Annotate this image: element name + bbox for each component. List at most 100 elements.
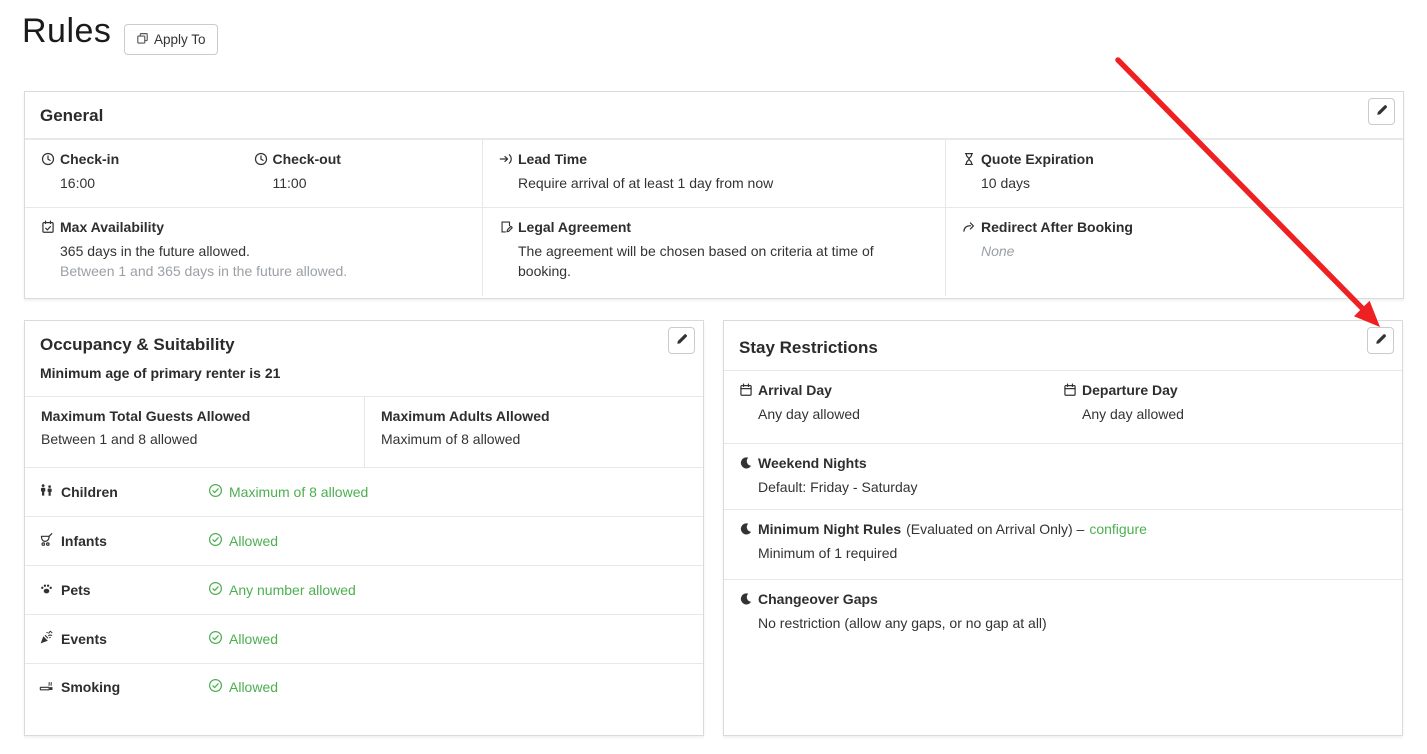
check-in-item: Check-in 16:00 [41,151,254,196]
changeover-gaps-item: Changeover Gaps No restriction (allow an… [724,579,1402,725]
clock-icon [41,152,55,166]
events-label: Events [61,631,107,647]
max-availability-value: 365 days in the future allowed. [60,243,250,259]
legal-agreement-value: The agreement will be chosen based on cr… [518,243,874,280]
occupancy-section: Occupancy & Suitability Minimum age of p… [24,320,704,736]
redirect-after-booking-value: None [981,243,1015,259]
infants-status: Allowed [229,533,279,549]
check-out-label: Check-out [272,151,341,167]
check-in-value: 16:00 [60,175,96,191]
calendar-icon [1063,383,1077,397]
check-circle-icon [208,581,223,599]
occupancy-subtitle: Minimum age of primary renter is 21 [40,365,281,381]
max-total-guests-label: Maximum Total Guests Allowed [41,408,251,424]
paw-icon [39,581,54,599]
moon-icon [739,592,753,606]
moon-icon [739,456,753,470]
max-adults-value: Maximum of 8 allowed [381,431,521,447]
lead-time-value: Require arrival of at least 1 day from n… [518,175,774,191]
minimum-night-rules-item: Minimum Night Rules (Evaluated on Arriva… [724,509,1402,579]
occupancy-header: Occupancy & Suitability Minimum age of p… [25,321,703,397]
stay-edit-button[interactable] [1367,327,1394,354]
arrival-day-label: Arrival Day [758,382,832,398]
changeover-gaps-label: Changeover Gaps [758,591,878,607]
events-row: Events Allowed [25,614,703,663]
children-status: Maximum of 8 allowed [229,484,369,500]
minimum-night-rules-label: Minimum Night Rules [758,521,902,537]
pets-label: Pets [61,582,91,598]
legal-agreement-item: Legal Agreement The agreement will be ch… [482,208,945,296]
check-circle-icon [208,532,223,550]
clock-icon [254,152,268,166]
children-label: Children [61,484,118,500]
legal-agreement-label: Legal Agreement [518,219,632,235]
general-edit-button[interactable] [1368,98,1395,125]
infants-row: Infants Allowed [25,516,703,565]
events-status: Allowed [229,631,279,647]
check-circle-icon [208,483,223,501]
apply-to-button[interactable]: Apply To [124,24,218,55]
check-out-value: 11:00 [272,175,307,191]
smoking-label: Smoking [61,679,121,695]
occupancy-title: Occupancy & Suitability [40,335,235,354]
check-circle-icon [208,630,223,648]
minimum-night-rules-value: Minimum of 1 required [758,545,898,561]
check-in-label: Check-in [60,151,120,167]
quote-expiration-value: 10 days [981,175,1031,191]
minimum-night-rules-note: (Evaluated on Arrival Only) – [906,521,1085,537]
cigarette-icon [39,678,54,696]
smoking-status: Allowed [229,679,279,695]
children-icon [39,483,54,501]
departure-day-value: Any day allowed [1082,406,1184,422]
quote-expiration-label: Quote Expiration [981,151,1094,167]
max-total-guests-item: Maximum Total Guests Allowed Between 1 a… [25,397,364,467]
redirect-after-booking-item: Redirect After Booking None [945,208,1403,296]
stay-header: Stay Restrictions [724,321,1402,371]
arrow-enter-icon [499,152,513,166]
max-availability-item: Max Availability 365 days in the future … [25,208,482,296]
max-total-guests-value: Between 1 and 8 allowed [41,431,198,447]
lead-time-item: Lead Time Require arrival of at least 1 … [482,140,945,207]
arrival-day-item: Arrival Day Any day allowed [739,382,1063,432]
party-popper-icon [39,630,54,648]
children-row: Children Maximum of 8 allowed [25,467,703,516]
redirect-after-booking-label: Redirect After Booking [981,219,1133,235]
quote-expiration-item: Quote Expiration 10 days [945,140,1403,207]
pencil-icon [1375,103,1389,120]
copy-icon [136,32,149,48]
smoking-row: Smoking Allowed [25,663,703,736]
max-availability-label: Max Availability [60,219,165,235]
document-pen-icon [499,220,513,234]
pets-row: Pets Any number allowed [25,565,703,614]
stay-restrictions-section: Stay Restrictions Arrival Day Any day al… [723,320,1403,736]
general-title: General [40,106,104,125]
apply-to-label: Apply To [154,32,206,47]
configure-link[interactable]: configure [1089,521,1147,537]
check-circle-icon [208,678,223,696]
calendar-check-icon [41,220,55,234]
max-adults-label: Maximum Adults Allowed [381,408,550,424]
moon-icon [739,522,753,536]
pencil-icon [1374,332,1388,349]
occupancy-edit-button[interactable] [668,327,695,354]
pets-status: Any number allowed [229,582,356,598]
infants-label: Infants [61,533,107,549]
lead-time-label: Lead Time [518,151,587,167]
stroller-icon [39,532,54,550]
arrival-day-value: Any day allowed [758,406,860,422]
departure-day-label: Departure Day [1082,382,1178,398]
page-title: Rules [22,12,112,50]
max-adults-item: Maximum Adults Allowed Maximum of 8 allo… [364,397,703,467]
weekend-nights-label: Weekend Nights [758,455,867,471]
pencil-icon [675,332,689,349]
general-section: General Check-in 16:00 [24,91,1404,299]
weekend-nights-item: Weekend Nights Default: Friday - Saturda… [724,443,1402,509]
redirect-arrow-icon [962,220,976,234]
weekend-nights-value: Default: Friday - Saturday [758,479,918,495]
max-availability-note: Between 1 and 365 days in the future all… [60,263,348,280]
calendar-icon [739,383,753,397]
stay-title: Stay Restrictions [739,338,878,357]
changeover-gaps-value: No restriction (allow any gaps, or no ga… [758,615,1047,631]
departure-day-item: Departure Day Any day allowed [1063,382,1387,432]
check-out-item: Check-out 11:00 [254,151,467,196]
